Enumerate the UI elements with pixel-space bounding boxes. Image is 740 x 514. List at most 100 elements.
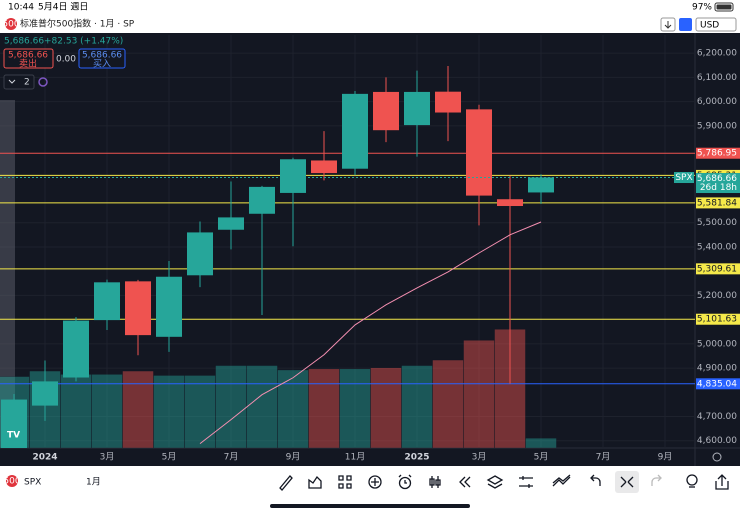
y-tick-label: 4,600.00 [697, 436, 737, 446]
x-tick-label: 9月 [658, 452, 673, 463]
y-tick-label: 4,700.00 [697, 412, 737, 422]
indicators-toggle[interactable] [3, 74, 35, 90]
chart-background [0, 33, 740, 466]
x-tick-label: 2025 [404, 453, 429, 463]
volume-bar [401, 365, 433, 448]
alert-icon[interactable] [398, 476, 412, 490]
toolbar-icons [279, 471, 729, 493]
layout-icon[interactable] [338, 475, 352, 489]
candle-body [1, 399, 27, 448]
volume-bar [525, 437, 557, 448]
y-tick-label: 6,000.00 [697, 97, 737, 107]
settings-sliders-icon[interactable] [519, 476, 533, 488]
y-tick-label: 6,200.00 [697, 49, 737, 59]
ideas-icon[interactable] [686, 474, 698, 486]
volume-bar [91, 374, 123, 448]
toolbar-interval[interactable]: 1月 [86, 477, 101, 488]
price-label-box [696, 147, 740, 159]
symbol-tag: SPX [675, 173, 692, 183]
price-label: 5,786.95 [697, 149, 737, 159]
axes: 4,600.00 4,700.00 4,900.00 5,000.00 5,200.00… [32, 49, 740, 463]
redo-icon[interactable] [651, 474, 662, 486]
volume-bar [432, 359, 464, 448]
x-tick-label: 3月 [100, 452, 115, 463]
spread: 0.00 [56, 55, 76, 65]
home-indicator [270, 504, 470, 508]
price-change: +82.53 (+1.47%) [44, 37, 123, 47]
current-label-box [696, 173, 740, 194]
symbol-title[interactable]: 标准普尔500指数 · 1月 · SP [20, 18, 135, 30]
top-bar [0, 0, 740, 33]
logo[interactable] [5, 18, 17, 30]
status-date: 5月4日 週日 [38, 2, 88, 13]
price-label-box [696, 263, 740, 275]
moving-average [199, 221, 542, 445]
share-icon[interactable] [715, 474, 729, 490]
volume-bar [246, 365, 278, 448]
replay-icon[interactable] [459, 476, 471, 488]
candle-body [249, 186, 275, 214]
candle-body [94, 282, 120, 321]
x-tick-label: 11月 [345, 452, 365, 463]
layers-icon[interactable] [486, 475, 504, 489]
status-time: 10:44 [8, 3, 34, 13]
price-label: 4,835.04 [697, 379, 737, 389]
sell-button[interactable] [3, 48, 54, 69]
sync-button[interactable] [679, 18, 692, 31]
candle-body [280, 159, 306, 193]
chevron [8, 79, 16, 84]
sell-price: 5,686.66 [8, 51, 48, 61]
last-price: 5,686.66 [4, 37, 44, 47]
candle-body [466, 109, 492, 196]
countdown-label: 26d 18h [700, 183, 737, 193]
volume-bar [122, 370, 154, 448]
tv-watermark: TV [7, 431, 20, 441]
y-tick-label: 5,000.00 [697, 339, 737, 349]
currency-box[interactable] [695, 17, 737, 32]
symbol-tag-box [674, 172, 694, 184]
x-tick-label: 9月 [286, 452, 301, 463]
buy-button[interactable] [78, 48, 126, 69]
add-icon[interactable] [368, 475, 382, 489]
undo-icon[interactable] [590, 474, 601, 486]
buy-price: 5,686.66 [82, 51, 122, 61]
volume-bar [277, 369, 309, 448]
settings-icon[interactable] [712, 452, 722, 462]
candle-body [404, 91, 430, 126]
candle-body [373, 91, 399, 131]
price-label-box [696, 197, 740, 209]
toolbar-logo[interactable] [6, 475, 18, 487]
volume-bar [215, 365, 247, 448]
volume-bar [339, 368, 371, 448]
x-tick-label: 7月 [596, 452, 611, 463]
candle-body [156, 276, 182, 337]
sell-label: 卖出 [19, 58, 37, 70]
candles-icon[interactable] [429, 476, 441, 488]
fullscreen-button[interactable] [615, 471, 639, 493]
battery-icon [714, 2, 734, 12]
candle-body [63, 320, 89, 378]
indicators-icon[interactable] [308, 475, 322, 489]
y-tick-label: 5,900.00 [697, 121, 737, 131]
y-tick-label: 4,900.00 [697, 364, 737, 374]
current-price-label: 5,686.66 [697, 174, 737, 184]
volume-bar [370, 367, 402, 448]
candle-body [342, 93, 368, 169]
price-label: 5,581.84 [697, 198, 737, 208]
toolbar-symbol[interactable]: SPX [24, 478, 41, 488]
compare-icon[interactable] [552, 474, 571, 487]
indicator-icon[interactable] [38, 77, 48, 87]
download-button[interactable] [660, 17, 676, 32]
toolbar-logo-text: 500 [3, 477, 20, 487]
candle-body [187, 232, 213, 276]
buy-label: 买入 [93, 59, 111, 70]
volume-bar [308, 368, 340, 448]
battery-level [716, 4, 732, 10]
selection-strip [0, 100, 15, 448]
volume-bar [153, 375, 185, 448]
draw-icon[interactable] [279, 475, 293, 491]
y-tick-label: 6,100.00 [697, 73, 737, 83]
candle-body [311, 160, 337, 174]
